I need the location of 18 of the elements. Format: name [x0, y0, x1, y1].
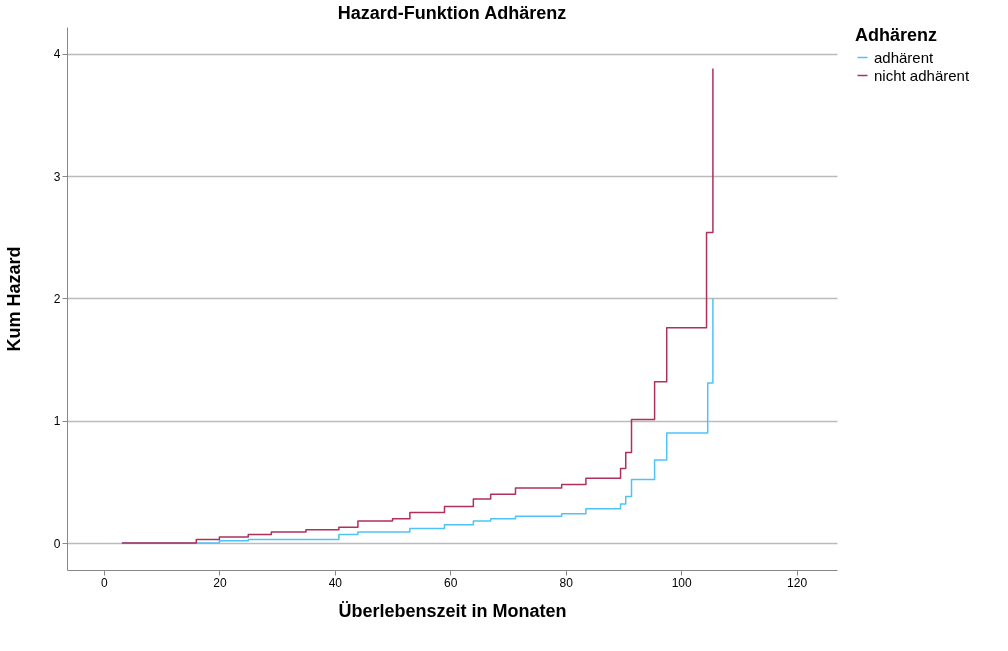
x-tick-label: 0 — [101, 575, 109, 590]
x-tick-label: 120 — [787, 575, 808, 590]
y-tick-label: 2 — [53, 292, 61, 306]
chart-title: Hazard-Funktion Adhärenz — [337, 3, 567, 23]
x-axis-title: Überlebenszeit in Monaten — [338, 600, 567, 621]
legend-label: adhärent — [874, 48, 935, 66]
x-tick-label: 60 — [444, 575, 458, 590]
y-tick-label: 3 — [53, 169, 61, 184]
x-tick-label: 100 — [671, 575, 692, 590]
y-axis-title: Kum Hazard — [3, 246, 24, 352]
y-tick-label: 4 — [53, 47, 61, 62]
y-tick-label: 1 — [53, 414, 61, 429]
legend-title: Adhärenz — [855, 25, 938, 45]
y-tick-label: 0 — [53, 536, 61, 551]
legend-label: nicht adhärent — [874, 66, 970, 84]
x-tick-label: 80 — [559, 575, 574, 590]
x-tick-label: 40 — [328, 575, 343, 590]
x-tick-label: 20 — [213, 575, 227, 590]
